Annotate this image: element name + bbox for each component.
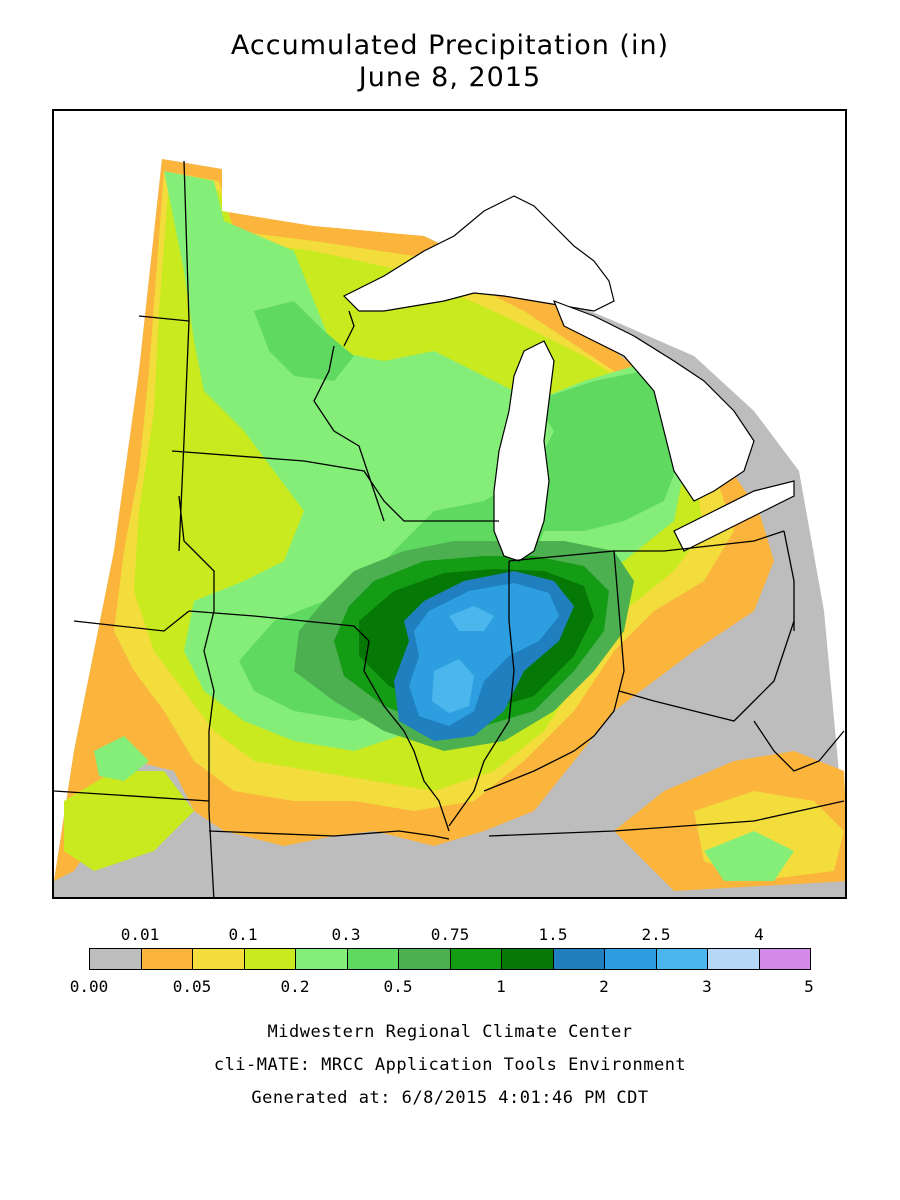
precip-area — [432, 659, 474, 713]
legend-lower-label: 0.05 — [172, 977, 212, 996]
legend-swatch — [605, 949, 657, 969]
legend-lower-label: 3 — [702, 977, 712, 996]
legend-lower-label: 0.00 — [69, 977, 109, 996]
legend-lower-label: 2 — [599, 977, 609, 996]
legend-swatch — [656, 949, 708, 969]
legend-swatch — [193, 949, 245, 969]
legend-upper-label: 0.75 — [430, 925, 470, 944]
lake-erie — [673, 480, 795, 552]
legend-upper-label: 2.5 — [641, 925, 671, 944]
legend-swatch — [90, 949, 142, 969]
legend-lower-label: 0.2 — [280, 977, 310, 996]
legend-swatch — [553, 949, 605, 969]
color-scale-bar — [89, 948, 811, 970]
legend-upper-label: 1.5 — [538, 925, 568, 944]
footer-org: Midwestern Regional Climate Center — [267, 1022, 633, 1042]
legend: 0.01 0.1 0.3 0.75 1.5 2.5 4 0.00 0.05 0.… — [0, 915, 900, 1005]
lake-michigan — [493, 340, 555, 562]
lake-huron — [552, 299, 755, 502]
canada-area — [222, 169, 424, 231]
legend-upper-label: 4 — [754, 925, 764, 944]
legend-lower-label: 5 — [804, 977, 814, 996]
legend-swatch — [244, 949, 296, 969]
map-svg — [54, 159, 845, 897]
legend-swatch — [141, 949, 193, 969]
legend-swatch — [347, 949, 399, 969]
precip-area — [94, 736, 149, 781]
precip-area — [449, 606, 494, 631]
footer-tool: cli-MATE: MRCC Application Tools Environ… — [213, 1055, 687, 1075]
legend-upper-label: 0.1 — [228, 925, 258, 944]
legend-swatch — [708, 949, 760, 969]
legend-swatch — [759, 949, 810, 969]
map-date: June 8, 2015 — [358, 62, 542, 93]
legend-upper-label: 0.3 — [331, 925, 361, 944]
precipitation-map — [52, 109, 847, 899]
legend-lower-label: 0.5 — [383, 977, 413, 996]
footer-generated: Generated at: 6/8/2015 4:01:46 PM CDT — [251, 1088, 649, 1108]
precip-area — [64, 771, 194, 871]
legend-swatch — [296, 949, 348, 969]
precip-area — [704, 831, 794, 881]
precip-area — [254, 301, 354, 381]
legend-swatch — [450, 949, 502, 969]
legend-swatch — [399, 949, 451, 969]
lake-superior — [342, 195, 615, 312]
legend-upper-label: 0.01 — [120, 925, 160, 944]
legend-swatch — [502, 949, 554, 969]
state-boundaries — [54, 160, 845, 897]
map-title: Accumulated Precipitation (in) — [230, 30, 670, 61]
legend-lower-label: 1 — [496, 977, 506, 996]
